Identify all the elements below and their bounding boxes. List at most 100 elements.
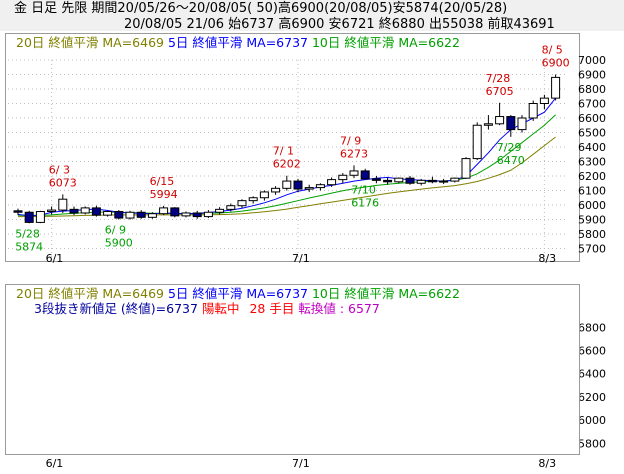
legend-ma5: 5日 終値平滑 MA=6737 bbox=[167, 35, 308, 50]
candle bbox=[103, 211, 113, 216]
kagi-status-line: 3段抜き新値足 (終値)=6737 陽転中 28 手目 転換値 : 6577 bbox=[34, 302, 380, 316]
candle bbox=[170, 207, 180, 217]
candle bbox=[192, 212, 202, 218]
candle bbox=[551, 76, 561, 99]
legend-ma20: 20日 終値平滑 MA=6469 bbox=[16, 35, 164, 50]
y-tick-label: 6200 bbox=[578, 170, 606, 183]
candle bbox=[439, 180, 449, 183]
x-tick-label: 8/3 bbox=[538, 252, 556, 265]
annotation-date: 7/28 bbox=[486, 72, 511, 85]
x-tick-label: 6/1 bbox=[46, 457, 64, 470]
y-tick-label: 5700 bbox=[578, 243, 606, 256]
annotation-date: 6/ 3 bbox=[49, 163, 70, 176]
legend2-ma5: 5日 終値平滑 MA=6737 bbox=[167, 286, 308, 301]
y-tick-label: 6100 bbox=[578, 185, 606, 198]
info-header-top: 金 日足 先限 期間20/05/26～20/08/05( 50)高6900(20… bbox=[0, 0, 624, 16]
annotation-date: 5/28 bbox=[15, 227, 40, 240]
candle bbox=[450, 177, 460, 182]
kagi-count: 28 bbox=[249, 301, 266, 316]
y-tick-label: 6400 bbox=[578, 141, 606, 154]
info-header-bottom: 20/08/05 21/06 始6737 高6900 安6721 終6880 出… bbox=[0, 16, 624, 31]
annotation-date: 6/15 bbox=[150, 175, 175, 188]
candle bbox=[517, 117, 527, 131]
y-tick-label: 6700 bbox=[578, 98, 606, 111]
candle bbox=[293, 180, 303, 190]
legend2-ma20: 20日 終値平滑 MA=6469 bbox=[16, 286, 164, 301]
candle bbox=[483, 123, 493, 126]
candle bbox=[338, 174, 348, 181]
candle bbox=[495, 116, 505, 125]
candle bbox=[349, 170, 359, 176]
ma-legend-top: 20日 終値平滑 MA=6469 5日 終値平滑 MA=6737 10日 終値平… bbox=[16, 36, 460, 50]
candle bbox=[13, 210, 23, 213]
period-summary: 金 日足 先限 期間20/05/26～20/08/05( 50)高6900(20… bbox=[14, 1, 508, 16]
candle bbox=[248, 197, 258, 202]
candle bbox=[259, 191, 269, 199]
candle bbox=[91, 207, 101, 216]
y-tick-label: 5800 bbox=[578, 437, 606, 450]
y-tick-label: 6000 bbox=[578, 414, 606, 427]
latest-bar-summary: 20/08/05 21/06 始6737 高6900 安6721 終6880 出… bbox=[124, 17, 555, 31]
candle bbox=[304, 187, 314, 190]
y-tick-label: 6500 bbox=[578, 127, 606, 140]
y-tick-label: 6800 bbox=[578, 321, 606, 334]
annotation-price: 5994 bbox=[150, 188, 178, 201]
annotation-date: 7/ 9 bbox=[340, 134, 361, 147]
candle bbox=[58, 198, 68, 211]
candle bbox=[315, 184, 325, 189]
candle bbox=[114, 211, 124, 219]
annotation-price: 6273 bbox=[340, 147, 368, 160]
candle bbox=[237, 200, 247, 207]
candle bbox=[147, 213, 157, 218]
annotation-price: 6900 bbox=[542, 57, 570, 70]
annotation-price: 6470 bbox=[497, 154, 525, 167]
candle bbox=[181, 212, 191, 217]
candle bbox=[371, 178, 381, 181]
kagi-count-unit: 手目 bbox=[269, 301, 295, 316]
legend2-ma10: 10日 終値平滑 MA=6622 bbox=[311, 286, 460, 301]
x-tick-label: 8/3 bbox=[538, 457, 556, 470]
candle bbox=[383, 179, 393, 183]
kagi-trend-status: 陽転中 bbox=[201, 301, 240, 316]
y-tick-label: 5800 bbox=[578, 228, 606, 241]
annotation-price: 6073 bbox=[49, 176, 77, 189]
candle bbox=[203, 211, 213, 218]
annotation-price: 6176 bbox=[351, 196, 379, 209]
x-tick-label: 7/1 bbox=[292, 457, 310, 470]
candle bbox=[360, 170, 370, 180]
kagi-switch-label: 転換値 bbox=[298, 301, 336, 316]
annotation-date: 6/ 9 bbox=[105, 224, 126, 237]
y-tick-label: 6400 bbox=[578, 368, 606, 381]
annotation-price: 5900 bbox=[105, 237, 133, 250]
candle bbox=[427, 179, 437, 183]
candle bbox=[282, 180, 292, 189]
y-tick-label: 6600 bbox=[578, 345, 606, 358]
candle bbox=[215, 208, 225, 213]
candle bbox=[159, 207, 169, 215]
y-tick-label: 6900 bbox=[578, 69, 606, 82]
y-tick-label: 6300 bbox=[578, 156, 606, 169]
kagi-close-value: 3段抜き新値足 (終値)=6737 bbox=[34, 301, 198, 316]
y-tick-label: 6800 bbox=[578, 83, 606, 96]
candle bbox=[461, 158, 471, 179]
candle bbox=[405, 177, 415, 184]
candle bbox=[539, 97, 549, 105]
candle bbox=[80, 207, 90, 214]
candle bbox=[136, 211, 146, 218]
candle bbox=[24, 211, 34, 223]
kagi-chart-panel: 20日 終値平滑 MA=6469 5日 終値平滑 MA=6737 10日 終値平… bbox=[5, 284, 580, 455]
annotation-date: 8/ 5 bbox=[542, 44, 563, 57]
x-tick-label: 6/1 bbox=[46, 252, 64, 265]
annotation-price: 6705 bbox=[486, 85, 514, 98]
annotation-date: 7/29 bbox=[497, 141, 522, 154]
x-tick-label: 7/1 bbox=[292, 252, 310, 265]
annotation-date: 7/ 1 bbox=[273, 145, 294, 158]
candle bbox=[394, 177, 404, 183]
candle bbox=[271, 187, 281, 193]
candle bbox=[226, 205, 236, 210]
y-tick-label: 6000 bbox=[578, 199, 606, 212]
candle bbox=[69, 208, 79, 214]
annotation-date: 7/10 bbox=[351, 183, 376, 196]
y-tick-label: 6200 bbox=[578, 391, 606, 404]
candle bbox=[528, 103, 538, 119]
